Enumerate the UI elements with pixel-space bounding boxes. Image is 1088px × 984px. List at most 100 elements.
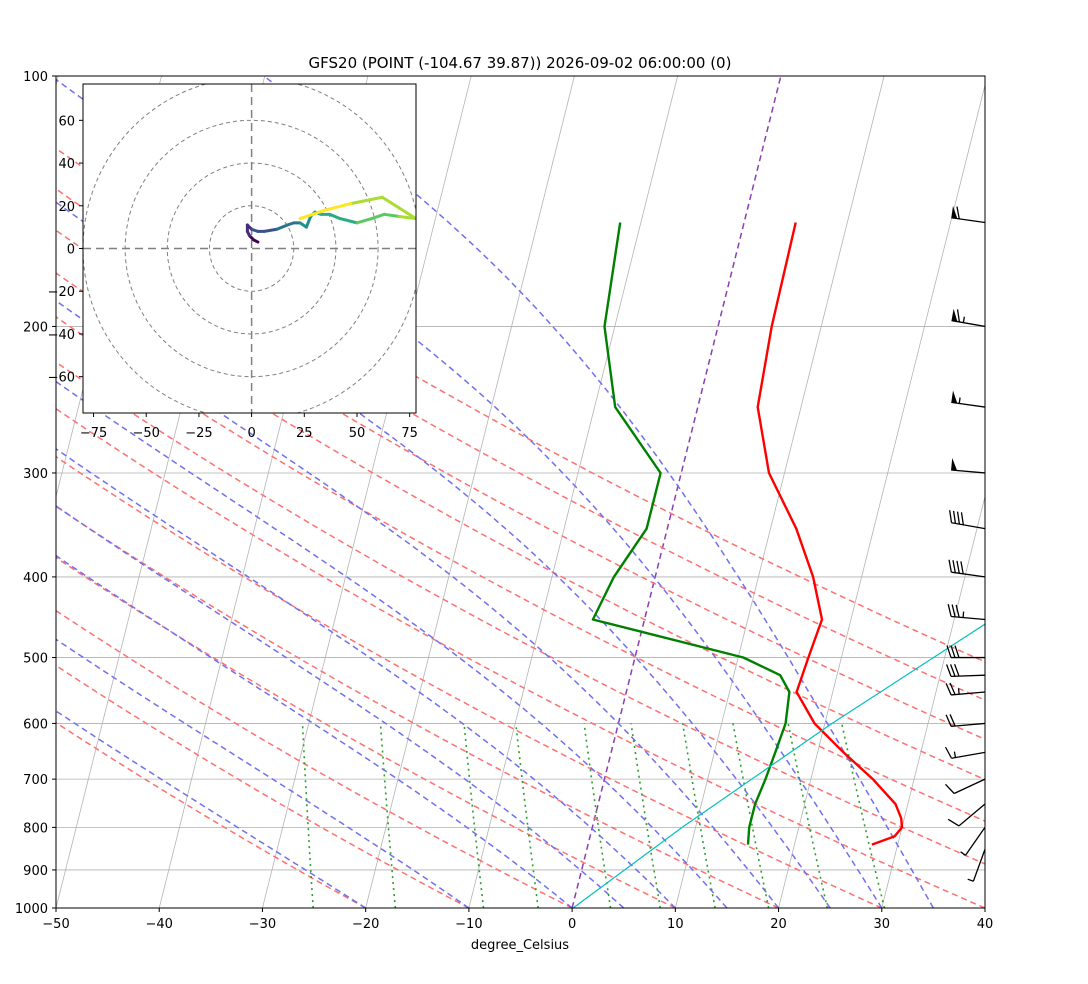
- wind-barb-flag: [952, 560, 956, 573]
- wind-barb-flag: [949, 510, 953, 523]
- wind-barb-staff: [972, 849, 985, 882]
- wind-barb-staff: [951, 615, 985, 621]
- x-tick-label: 0: [568, 917, 576, 932]
- wind-barb-flag: [948, 61, 951, 73]
- y-tick-label: 300: [23, 467, 48, 482]
- wind-barb-half-flag: [958, 397, 961, 404]
- wind-barb: [949, 510, 985, 530]
- hodograph-x-tick-label: −50: [133, 426, 160, 441]
- wind-barb-flag: [948, 559, 952, 573]
- hodograph-y-tick-label: −40: [48, 328, 75, 343]
- mixing-ratio-line: [787, 723, 829, 908]
- hodograph-y-tick-label: 0: [67, 243, 75, 258]
- hodograph-segment: [275, 223, 289, 231]
- mixing-ratio-line: [630, 723, 662, 908]
- moist-adiabat: [56, 710, 367, 908]
- hodograph-x-tick-label: −75: [80, 426, 107, 441]
- wind-barb-flag: [960, 512, 964, 525]
- temperature-line: [756, 222, 904, 846]
- x-tick-label: −10: [455, 917, 482, 932]
- wind-barb-flag: [956, 309, 961, 323]
- x-tick-label: −50: [42, 917, 69, 932]
- y-tick-label: 200: [23, 320, 48, 335]
- x-tick-label: 10: [667, 917, 684, 932]
- wind-barb-flag: [952, 61, 955, 73]
- wind-barb-staff: [951, 691, 985, 696]
- wind-barb-flag: [949, 682, 956, 695]
- wind-barb-flag: [949, 664, 956, 677]
- pressure-gridlines: [56, 76, 985, 908]
- mixing-ratio-line: [681, 723, 716, 908]
- wind-barb-staff: [950, 674, 985, 678]
- wind-barb: [945, 714, 985, 728]
- hodograph-y-tick-label: −60: [48, 371, 75, 386]
- wind-barb-flag: [945, 783, 955, 794]
- x-tick-label: −30: [249, 917, 276, 932]
- moist-adiabat: [56, 447, 676, 908]
- wind-barb-half-flag: [967, 878, 974, 882]
- hodograph-segment: [328, 212, 342, 221]
- moist-adiabat: [56, 201, 831, 908]
- hodograph-segment: [304, 214, 313, 229]
- skewt-frame: [55, 75, 986, 909]
- wind-barb-half-flag: [960, 851, 966, 856]
- isotherm-line: [365, 76, 575, 908]
- dry-adiabat: [56, 505, 779, 908]
- wind-barb-half-flag: [957, 688, 960, 695]
- dry-adiabat: [56, 407, 985, 908]
- hodograph-y-tick-label: 60: [58, 114, 75, 129]
- wind-barb: [948, 559, 985, 578]
- isotherm-line: [468, 76, 679, 908]
- x-tick-label: 20: [770, 917, 787, 932]
- hodograph-x-tick-label: 25: [296, 426, 313, 441]
- mixing-ratio-line: [463, 723, 485, 908]
- parcel_path-line: [572, 623, 985, 908]
- wind-barb: [951, 308, 985, 328]
- x-axis-label: degree_Celsius: [471, 938, 569, 953]
- isotherm-line: [984, 906, 985, 908]
- wind-barb-staff: [951, 751, 985, 759]
- hodograph-segment: [380, 195, 416, 221]
- y-tick-label: 400: [23, 571, 48, 586]
- figure-title: GFS20 (POINT (-104.67 39.87)) 2026-09-02…: [309, 54, 732, 72]
- sounding-series: [572, 222, 985, 908]
- hodograph-rings: [83, 84, 416, 413]
- wind-barb: [967, 849, 985, 882]
- dry-adiabat: [56, 455, 883, 908]
- y-tick-label: 600: [23, 717, 48, 732]
- wind-barb-flag: [956, 61, 959, 73]
- isotherms: [56, 76, 985, 908]
- wind-barb-flag: [947, 604, 952, 617]
- x-tick-label: −20: [352, 917, 379, 932]
- wind-barb-staff: [953, 778, 985, 795]
- wind-barb-flag: [956, 206, 960, 220]
- x-tick-label: 30: [874, 917, 891, 932]
- hodograph-segment: [298, 208, 327, 221]
- wind-barb-flag: [954, 645, 960, 658]
- skewt-plot-area: [56, 61, 985, 908]
- isotherm-line: [674, 76, 885, 908]
- dry-adiabat: [56, 147, 985, 663]
- mixing-ratio-line: [515, 723, 539, 908]
- wind-barb-flag: [952, 510, 957, 524]
- wind-barb-flag: [945, 683, 952, 696]
- hodograph-segment: [323, 202, 353, 212]
- wind-barb-pennant: [951, 308, 958, 322]
- wind-barb: [945, 682, 985, 696]
- y-tick-label: 900: [23, 864, 48, 879]
- hodograph-segment: [370, 212, 386, 221]
- wind-barb-half-flag: [962, 611, 965, 618]
- wind-barb-flag: [944, 746, 953, 759]
- mixing-ratio-line: [301, 723, 314, 908]
- wind-barb-flag: [956, 511, 961, 525]
- wind-barb: [951, 390, 985, 408]
- isotherm-line: [778, 83, 985, 908]
- wind-barb-staff: [951, 217, 985, 224]
- dry-adiabat: [56, 664, 470, 908]
- isotherm-line: [571, 76, 782, 908]
- wind-barb-staff: [951, 522, 985, 530]
- x-tick-label: −40: [146, 917, 173, 932]
- wind-barb: [960, 826, 985, 856]
- hodograph-x-tick-label: 0: [247, 426, 255, 441]
